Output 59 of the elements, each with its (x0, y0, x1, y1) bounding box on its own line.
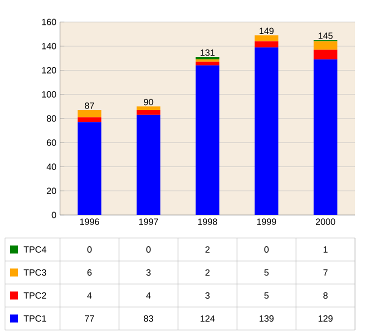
data-label: 0 (87, 246, 92, 253)
y-tick-label: 100 (42, 91, 56, 98)
bar (196, 56, 220, 60)
bar (136, 106, 160, 110)
data-label: 129 (318, 315, 333, 322)
y-tick-label: 20 (46, 188, 56, 194)
bar (196, 65, 220, 215)
y-tick-label: 140 (42, 42, 56, 50)
total-label: 87 (84, 102, 94, 109)
bar (136, 110, 160, 115)
data-label: 3 (205, 292, 210, 299)
data-label: 0 (264, 246, 269, 253)
data-label: 2 (205, 246, 210, 253)
x-tick-label: 1999 (257, 218, 276, 225)
total-label: 131 (200, 49, 215, 56)
bar (314, 41, 338, 50)
x-tick-label: 1998 (198, 218, 218, 225)
y-tick-label: 40 (46, 164, 56, 170)
data-label: 8 (323, 292, 328, 299)
x-tick-label: 2000 (316, 218, 336, 225)
data-label: 124 (200, 315, 215, 322)
data-label: 0 (146, 246, 151, 253)
data-label: 3 (146, 269, 151, 276)
data-label: 77 (84, 315, 94, 322)
legend-label: TPC1 (24, 315, 46, 322)
y-tick-label: 80 (46, 115, 56, 122)
bar (78, 117, 102, 122)
y-tick-label: 120 (42, 67, 56, 74)
total-label: 149 (260, 28, 274, 34)
y-tick-label: 60 (46, 139, 56, 146)
bar (254, 41, 278, 48)
total-label: 145 (318, 32, 333, 39)
bar (78, 122, 102, 215)
data-label: 83 (144, 315, 154, 322)
bar (196, 62, 220, 66)
legend-label: TPC4 (24, 246, 46, 253)
y-tick-label: 160 (42, 18, 56, 26)
data-label: 139 (260, 315, 274, 322)
data-label: 1 (324, 246, 328, 253)
bar (196, 59, 220, 62)
x-tick-label: 1996 (80, 218, 100, 225)
bar (254, 47, 278, 215)
legend-label: TPC3 (24, 269, 46, 276)
bar (136, 114, 160, 215)
data-label: 7 (323, 269, 328, 276)
data-label: 5 (264, 292, 269, 299)
bar (314, 59, 338, 215)
x-tick-label: 1997 (139, 218, 158, 225)
data-label: 2 (205, 269, 210, 276)
y-tick-label: 0 (52, 212, 56, 218)
legend-label: TPC2 (24, 292, 46, 299)
data-label: 4 (87, 292, 92, 299)
bar (78, 110, 102, 118)
data-label: 4 (146, 292, 151, 299)
data-label: 5 (264, 269, 269, 276)
bar (314, 50, 338, 60)
data-label: 6 (87, 269, 92, 276)
bar (254, 35, 278, 42)
total-label: 90 (144, 98, 154, 106)
